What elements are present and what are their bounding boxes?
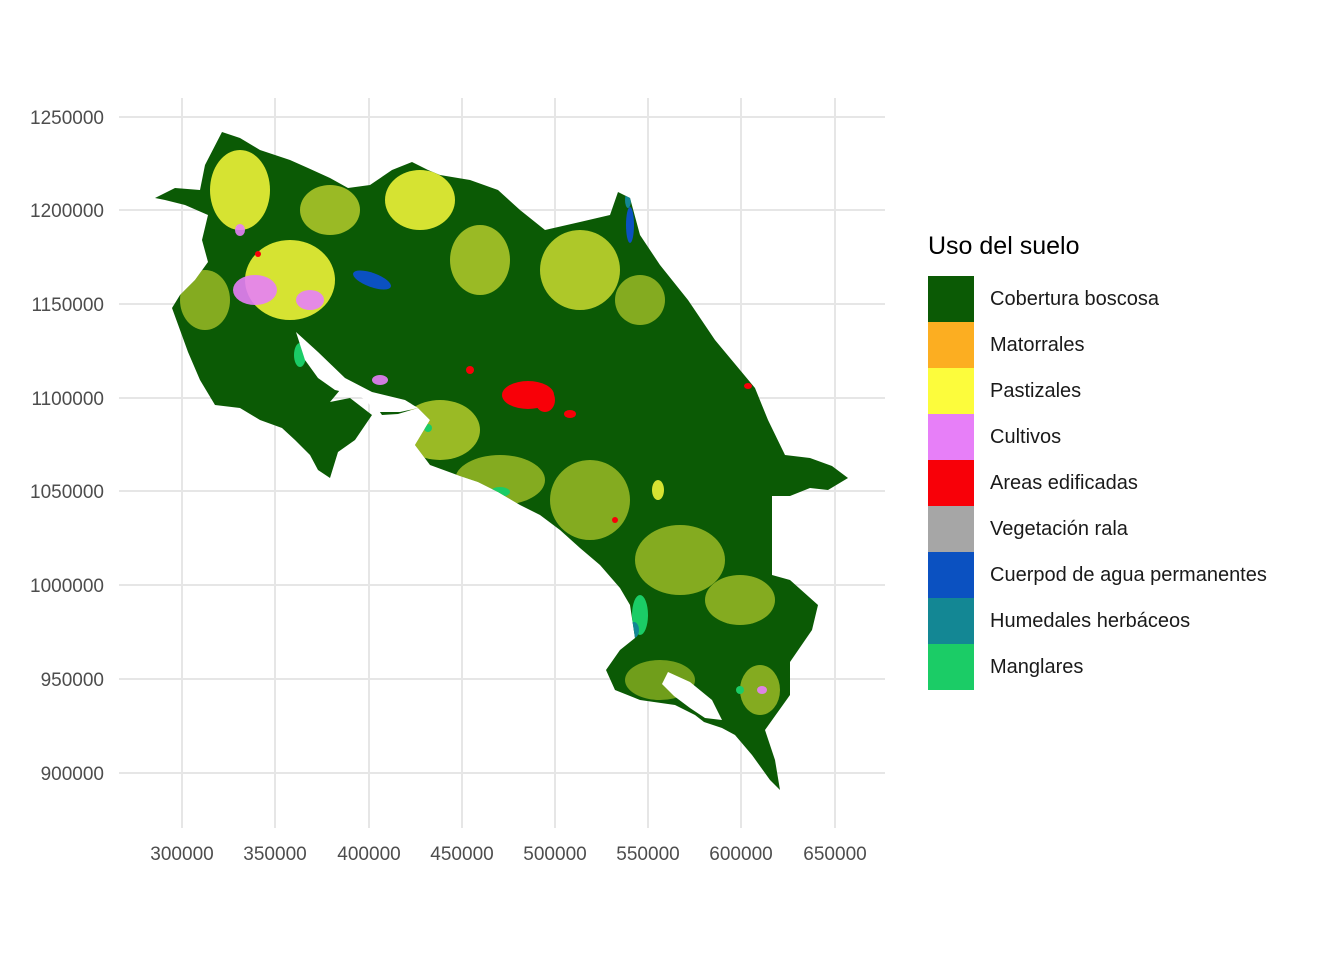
legend-label: Humedales herbáceos: [990, 609, 1191, 632]
legend-label: Matorrales: [990, 333, 1085, 356]
y-tick-label: 1200000: [30, 201, 104, 222]
x-tick-label: 300000: [150, 844, 213, 865]
y-tick-label: 1100000: [31, 389, 104, 410]
x-axis: 300000 350000 400000 450000 500000 55000…: [150, 844, 866, 865]
legend-key: [928, 368, 974, 414]
legend-label: Vegetación rala: [990, 517, 1128, 540]
legend-item: Cuerpod de agua permanentes: [928, 552, 1267, 598]
legend-label: Manglares: [990, 655, 1084, 678]
legend: Uso del suelo Cobertura boscosa Matorral…: [928, 230, 1267, 690]
y-tick-label: 900000: [41, 764, 104, 785]
legend-key: [928, 644, 974, 690]
legend-item: Matorrales: [928, 322, 1267, 368]
x-tick-label: 450000: [430, 844, 493, 865]
legend-item: Cultivos: [928, 414, 1267, 460]
golfo-dulce: [662, 672, 722, 720]
legend-key: [928, 276, 974, 322]
legend-key: [928, 322, 974, 368]
costa-rica-land: [155, 132, 848, 790]
legend-label: Areas edificadas: [990, 471, 1138, 494]
y-axis: 900000 950000 1000000 1050000 1100000 11…: [30, 108, 104, 785]
legend-item: Cobertura boscosa: [928, 276, 1267, 322]
legend-item: Manglares: [928, 644, 1267, 690]
x-tick-label: 600000: [709, 844, 772, 865]
legend-label: Cuerpod de agua permanentes: [990, 563, 1267, 586]
y-tick-label: 950000: [41, 670, 104, 691]
legend-key: [928, 506, 974, 552]
legend-item: Pastizales: [928, 368, 1267, 414]
x-tick-label: 400000: [337, 844, 400, 865]
legend-key: [928, 598, 974, 644]
y-tick-label: 1050000: [30, 482, 104, 503]
legend-item: Humedales herbáceos: [928, 598, 1267, 644]
legend-label: Pastizales: [990, 379, 1082, 402]
y-tick-label: 1000000: [30, 576, 104, 597]
legend-key: [928, 414, 974, 460]
legend-key: [928, 552, 974, 598]
land-use-patches: [180, 150, 780, 715]
legend-item: Vegetación rala: [928, 506, 1267, 552]
legend-key: [928, 460, 974, 506]
y-tick-label: 1150000: [31, 295, 104, 316]
y-tick-label: 1250000: [30, 108, 104, 129]
x-tick-label: 550000: [616, 844, 679, 865]
x-tick-label: 500000: [523, 844, 586, 865]
gulf-nicoya: [296, 332, 418, 412]
legend-title: Uso del suelo: [928, 232, 1080, 260]
legend-item: Areas edificadas: [928, 460, 1267, 506]
x-tick-label: 650000: [803, 844, 866, 865]
legend-items: Cobertura boscosa Matorrales Pastizales …: [928, 276, 1267, 690]
legend-label: Cultivos: [990, 425, 1062, 448]
x-tick-label: 350000: [243, 844, 306, 865]
legend-label: Cobertura boscosa: [990, 287, 1159, 310]
